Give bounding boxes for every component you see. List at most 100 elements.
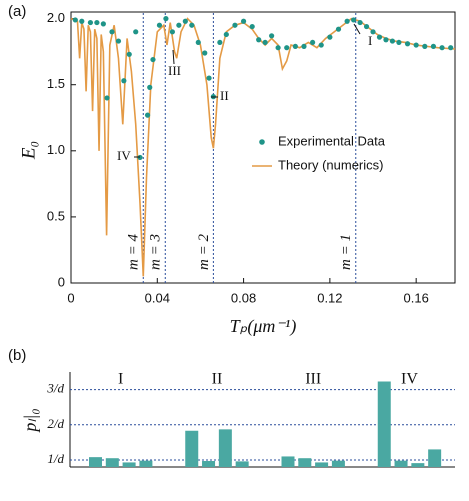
data-point [430,43,437,49]
data-point [383,37,389,43]
data-point [217,39,223,46]
v-line-label: m = 4 [126,234,142,270]
y-tick-label: 1/d [47,451,64,466]
legend-swatch [259,139,265,145]
v-line-label: m = 1 [338,234,354,270]
annotation: I [368,33,372,48]
x-axis-label: Tₚ(μm⁻¹) [230,316,297,337]
bar [122,462,136,467]
bar [185,430,199,467]
data-point [126,51,132,57]
bar [105,458,119,467]
y-axis-label: E₀ [18,141,39,160]
data-point [344,18,350,24]
annotations [134,23,361,158]
x-tick-label: 0.16 [404,290,429,305]
data-point [422,43,428,49]
data-point [104,95,110,101]
plot-frame [70,11,456,284]
data-point [156,22,163,28]
arrow [353,23,361,35]
data-point [262,39,268,46]
data-point [301,43,307,49]
data-point [249,23,255,30]
v-line-label: m = 2 [196,234,212,270]
data-point [357,19,363,26]
data-point [327,34,333,40]
annotation: IV [117,148,131,163]
data-point [256,37,262,43]
group-label: II [212,371,223,388]
x-tick-label: 0.04 [145,290,170,305]
data-point [109,29,115,35]
arrow [172,49,175,65]
data-point [223,31,229,38]
group-label: IV [401,371,418,388]
data-point [144,112,151,118]
v-line-label: m = 3 [148,234,164,270]
bar [235,461,249,467]
data-point [195,39,201,46]
bar [202,461,216,467]
data-point [240,18,247,24]
data-point [351,17,357,23]
data-point [121,78,127,84]
data-point [310,39,316,46]
bar [281,456,295,467]
bar [139,460,153,467]
bar [411,463,425,467]
data-point [269,33,275,39]
y-tick-label: 3/d [46,381,64,396]
plot-a: 0 0.04 0.08 0.12 0.16 0 0.5 1.0 1.5 2.0 m = 4 m = 3… [47,10,456,305]
data-point [376,34,383,40]
data-point [202,50,208,56]
panel-label: (b) [8,347,26,364]
bar [394,460,408,467]
legend-label: Theory (numerics) [278,157,383,172]
data-point [206,75,212,81]
data-point [439,45,445,51]
y-tick-label: 0.5 [47,208,65,223]
annotation: III [168,63,181,78]
data-point [284,45,290,51]
data-point [94,19,100,26]
data-point [176,22,182,28]
data-point [79,18,85,24]
x-tick-label: 0 [67,290,74,305]
data-point [389,38,396,44]
data-point [275,45,281,51]
data-point [404,41,411,47]
group-label: I [118,371,123,388]
x-tick-label: 0.08 [231,290,256,305]
bar [315,462,329,467]
group-label: III [305,371,321,388]
data-point [147,84,153,90]
bar [331,460,345,467]
y-tick-label: 0 [58,274,65,289]
data-point [137,154,143,161]
data-point [413,42,419,48]
bar [218,429,232,467]
data-point [232,22,238,28]
legend-label: Experimental Data [278,133,386,148]
bar [298,458,312,467]
data-point [363,23,370,30]
y-tick-label: 2.0 [47,10,65,25]
data-point [318,42,324,48]
data-point [115,38,122,44]
x-tick-label: 0.12 [317,290,342,305]
data-point [189,22,195,28]
data-point [335,26,342,32]
y-axis-label: pₗ|₀ [20,408,40,433]
bar [428,449,442,467]
data-point [100,21,106,27]
data-point [72,17,78,23]
panel-label: (a) [8,3,26,20]
y-tick-label: 2/d [47,416,64,431]
data-point [370,29,376,35]
plot-b: 1/d2/d3/dI II III IV [46,371,455,468]
y-tick-label: 1.5 [47,76,65,91]
y-tick-label: 1.0 [47,142,65,157]
data-point [133,29,139,35]
